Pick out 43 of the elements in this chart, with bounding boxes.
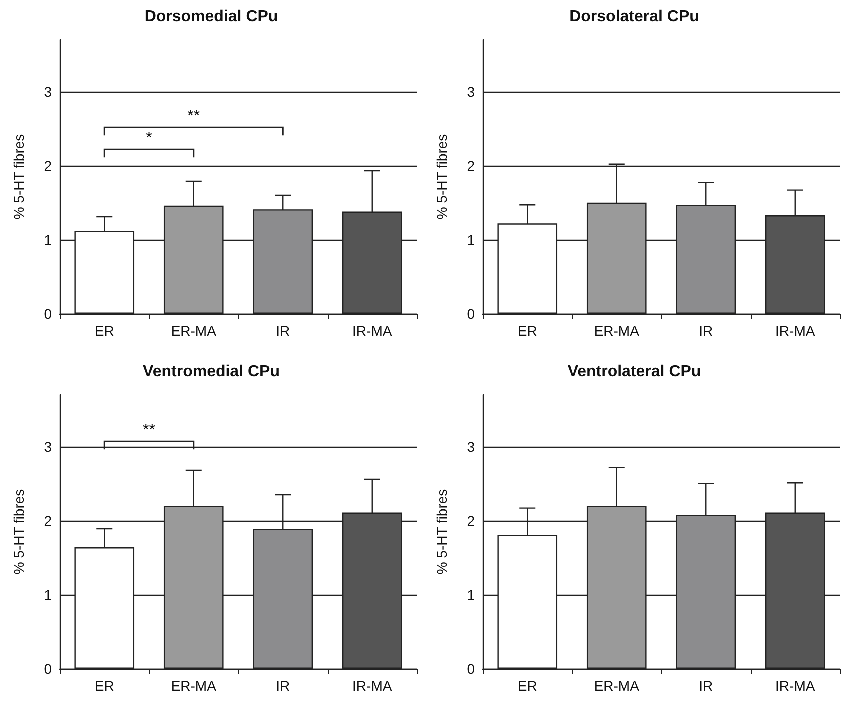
y-tick-label: 2 [44,512,52,528]
chart-title: Dorsomedial CPu [144,8,278,26]
x-tick-label: ER [94,323,114,339]
x-tick-label: ER-MA [594,678,640,694]
x-tick-label: ER-MA [171,323,218,339]
x-tick-label: IR-MA [776,323,816,339]
x-tick-label: ER-MA [171,678,218,694]
chart-title: Ventromedial CPu [143,363,280,380]
y-tick-label: 0 [44,660,52,676]
annotation: ** [188,108,200,126]
y-tick-label: 3 [467,438,476,454]
y-axis-title: % 5-HT fibres [434,488,450,574]
x-tick-label: IR-MA [776,678,816,694]
y-axis-title: % 5-HT fibres [11,488,27,574]
chart-title: Ventrolateral CPu [568,363,702,380]
y-tick-label: 2 [467,512,476,528]
y-tick-label: 1 [467,232,476,248]
y-tick-label: 2 [44,158,52,174]
x-tick-label: ER-MA [594,323,640,339]
y-tick-label: 1 [44,232,52,248]
y-tick-label: 3 [44,438,52,454]
y-axis-title: % 5-HT fibres [11,134,27,220]
y-tick-label: 0 [467,660,476,676]
annotation: ** [143,422,156,439]
y-tick-label: 2 [467,158,476,174]
y-tick-label: 1 [467,586,476,602]
x-tick-label: IR [276,323,290,339]
x-tick-label: ER [518,678,538,694]
y-tick-label: 0 [44,306,52,322]
x-tick-label: IR [276,678,290,694]
x-tick-label: ER [94,678,114,694]
y-axis-title: % 5-HT fibres [434,134,450,220]
y-tick-label: 3 [467,84,476,100]
x-tick-label: IR [699,678,714,694]
y-tick-label: 3 [44,84,52,100]
y-tick-label: 0 [467,306,476,322]
y-tick-label: 1 [44,586,52,602]
x-tick-label: IR-MA [352,323,393,339]
chart-title: Dorsolateral CPu [570,8,700,26]
x-tick-label: IR [699,323,714,339]
x-tick-label: ER [518,323,538,339]
x-tick-label: IR-MA [352,678,393,694]
annotation: * [146,130,152,148]
